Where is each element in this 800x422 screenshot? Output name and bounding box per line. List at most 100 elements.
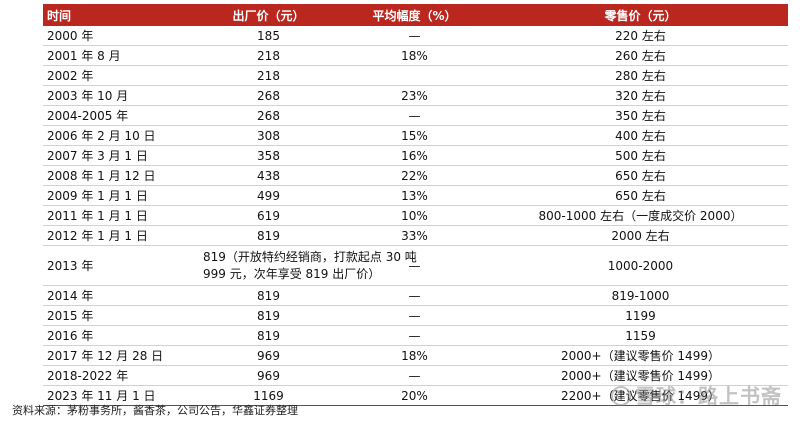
cell-time: 2014 年 [43,285,201,306]
cell-factory-price: 819 [201,285,336,306]
cell-retail-price: 2200+（建议零售价 1499） [493,385,788,406]
cell-avg-change: 13% [336,185,493,206]
cell-time: 2003 年 10 月 [43,85,201,106]
cell-retail-price: 400 左右 [493,125,788,146]
cell-time: 2002 年 [43,65,201,86]
cell-avg-change: 20% [336,385,493,406]
table-row: 2007 年 3 月 1 日 358 16% 500 左右 [43,145,788,166]
table-row: 2016 年 819—1159 [43,325,788,346]
cell-retail-price: 819-1000 [493,285,788,306]
cell-time: 2009 年 1 月 1 日 [43,185,201,206]
cell-factory-price: 619 [201,205,336,226]
cell-retail-price: 2000+（建议零售价 1499） [493,345,788,366]
cell-factory-price: 308 [201,125,336,146]
cell-time: 2006 年 2 月 10 日 [43,125,201,146]
cell-avg-change: 23% [336,85,493,106]
cell-avg-change: 16% [336,145,493,166]
cell-time: 2001 年 8 月 [43,45,201,66]
cell-factory-price: 358 [201,145,336,166]
header-retail-price: 零售价（元） [493,4,788,26]
factory-price-note: 819（开放特约经销商，打款起点 30 吨 999 元，次年享受 819 出厂价… [203,249,417,281]
cell-factory-price: 819 [201,225,336,246]
cell-factory-price: 268 [201,85,336,106]
cell-factory-price: 438 [201,165,336,186]
cell-retail-price: 320 左右 [493,85,788,106]
cell-avg-change: — [336,245,493,286]
table-row: 2008 年 1 月 12 日 438 22% 650 左右 [43,165,788,186]
cell-avg-change: 33% [336,225,493,246]
cell-factory-price: 185 [201,26,336,46]
cell-avg-change: — [336,325,493,346]
table-header-row: 时间 出厂价（元） 平均幅度（%） 零售价（元） [43,4,788,26]
cell-factory-price: 218 [201,65,336,86]
cell-factory-price: 499 [201,185,336,206]
header-time: 时间 [43,4,201,26]
cell-time: 2013 年 [43,245,201,286]
table-header: 时间 出厂价（元） 平均幅度（%） 零售价（元） [43,4,788,26]
cell-factory-price: 268 [201,105,336,126]
cell-factory-price: 819（开放特约经销商，打款起点 30 吨 999 元，次年享受 819 出厂价… [201,245,417,286]
cell-avg-change: — [336,305,493,326]
cell-time: 2004-2005 年 [43,105,201,126]
cell-factory-price: 969 [201,345,336,366]
table-row: 2002 年 218 280 左右 [43,65,788,86]
cell-avg-change: — [336,105,493,126]
table-row: 2015 年 819—1199 [43,305,788,326]
table-row: 2013 年 819（开放特约经销商，打款起点 30 吨 999 元，次年享受 8… [43,245,788,286]
header-avg-change: 平均幅度（%） [336,4,493,26]
table-row: 2012 年 1 月 1 日 819 33% 2000 左右 [43,225,788,246]
table-row: 2003 年 10 月 268 23% 320 左右 [43,85,788,106]
cell-time: 2016 年 [43,325,201,346]
cell-factory-price: 218 [201,45,336,66]
header-factory-price: 出厂价（元） [201,4,336,26]
cell-retail-price: 800-1000 左右（一度成交价 2000） [493,205,788,226]
cell-time: 2011 年 1 月 1 日 [43,205,201,226]
price-history-table: 时间 出厂价（元） 平均幅度（%） 零售价（元） 2000 年 185—220 左… [43,4,788,406]
cell-retail-price: 220 左右 [493,26,788,46]
cell-time: 2000 年 [43,26,201,46]
cell-avg-change: — [336,365,493,386]
cell-avg-change: 22% [336,165,493,186]
cell-time: 2017 年 12 月 28 日 [43,345,201,366]
cell-retail-price: 650 左右 [493,165,788,186]
table-row: 2004-2005 年 268—350 左右 [43,105,788,126]
cell-time: 2015 年 [43,305,201,326]
cell-factory-price: 819 [201,305,336,326]
cell-retail-price: 650 左右 [493,185,788,206]
table-row: 2023 年 11 月 1 日 1169 20% 2200+（建议零售价 1499） [43,385,788,406]
cell-retail-price: 1000-2000 [493,245,788,286]
watermark: 雪球：路上书斋 [611,380,782,409]
cell-time: 2008 年 1 月 12 日 [43,165,201,186]
watermark-text: 雪球：路上书斋 [635,384,782,408]
table-row: 2006 年 2 月 10 日 308 15% 400 左右 [43,125,788,146]
cell-avg-change [336,65,493,86]
snowball-logo-icon [611,386,631,406]
cell-retail-price: 500 左右 [493,145,788,166]
cell-factory-price: 1169 [201,385,336,406]
table-row: 2000 年 185—220 左右 [43,26,788,46]
cell-factory-price: 819 [201,325,336,346]
table-row: 2017 年 12 月 28 日 969 18% 2000+（建议零售价 1499） [43,345,788,366]
cell-avg-change: 18% [336,345,493,366]
cell-time: 2018-2022 年 [43,365,201,386]
table-body: 2000 年 185—220 左右 2001 年 8 月 218 18% 260 左右 … [43,26,788,406]
cell-retail-price: 280 左右 [493,65,788,86]
source-note: 资料来源：茅粉事务所，酱香茶，公司公告，华鑫证券整理 [12,404,298,417]
cell-avg-change: — [336,285,493,306]
cell-retail-price: 1159 [493,325,788,346]
table-row: 2014 年 819—819-1000 [43,285,788,306]
cell-retail-price: 1199 [493,305,788,326]
cell-factory-price: 969 [201,365,336,386]
cell-time: 2012 年 1 月 1 日 [43,225,201,246]
cell-time: 2023 年 11 月 1 日 [43,385,201,406]
table-row: 2018-2022 年 969—2000+（建议零售价 1499） [43,365,788,386]
cell-retail-price: 350 左右 [493,105,788,126]
cell-time: 2007 年 3 月 1 日 [43,145,201,166]
cell-retail-price: 2000+（建议零售价 1499） [493,365,788,386]
table-row: 2009 年 1 月 1 日 499 13% 650 左右 [43,185,788,206]
table-row: 2001 年 8 月 218 18% 260 左右 [43,45,788,66]
cell-avg-change: 18% [336,45,493,66]
cell-avg-change: 15% [336,125,493,146]
cell-retail-price: 260 左右 [493,45,788,66]
